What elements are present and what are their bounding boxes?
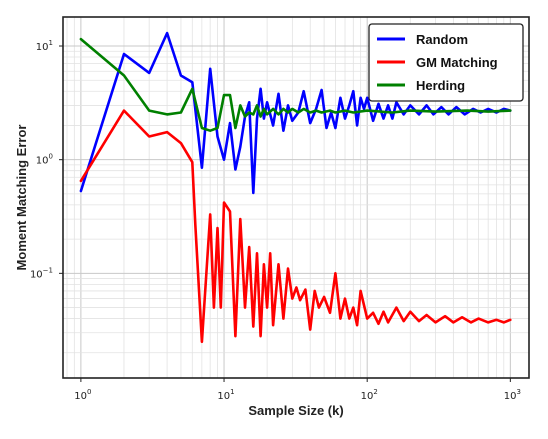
- grid-lines: [63, 17, 529, 378]
- series-line-random: [79, 31, 512, 195]
- legend: Random GM Matching Herding: [368, 23, 524, 102]
- legend-box: [368, 23, 524, 102]
- series-line-herding: [79, 37, 512, 132]
- series-line-gm-matching: [79, 109, 512, 344]
- legend-label-gm-matching: GM Matching: [416, 55, 498, 70]
- legend-label-herding: Herding: [416, 78, 465, 93]
- y-tick-label: 10−1: [30, 266, 53, 280]
- x-tick-label: 102: [361, 388, 378, 402]
- legend-label-random: Random: [416, 32, 468, 47]
- series-lines: [79, 31, 512, 344]
- y-tick-label: 100: [36, 153, 53, 167]
- x-tick-label: 101: [217, 388, 234, 402]
- axis-ticks: 100 101 102 103 10−1 100 101: [30, 39, 521, 402]
- x-tick-label: 103: [504, 388, 521, 402]
- y-axis-label: Moment Matching Error: [14, 125, 29, 271]
- x-axis-label: Sample Size (k): [248, 403, 343, 418]
- y-tick-label: 101: [36, 39, 53, 53]
- x-tick-label: 100: [74, 388, 91, 402]
- plot-frame: [62, 16, 530, 379]
